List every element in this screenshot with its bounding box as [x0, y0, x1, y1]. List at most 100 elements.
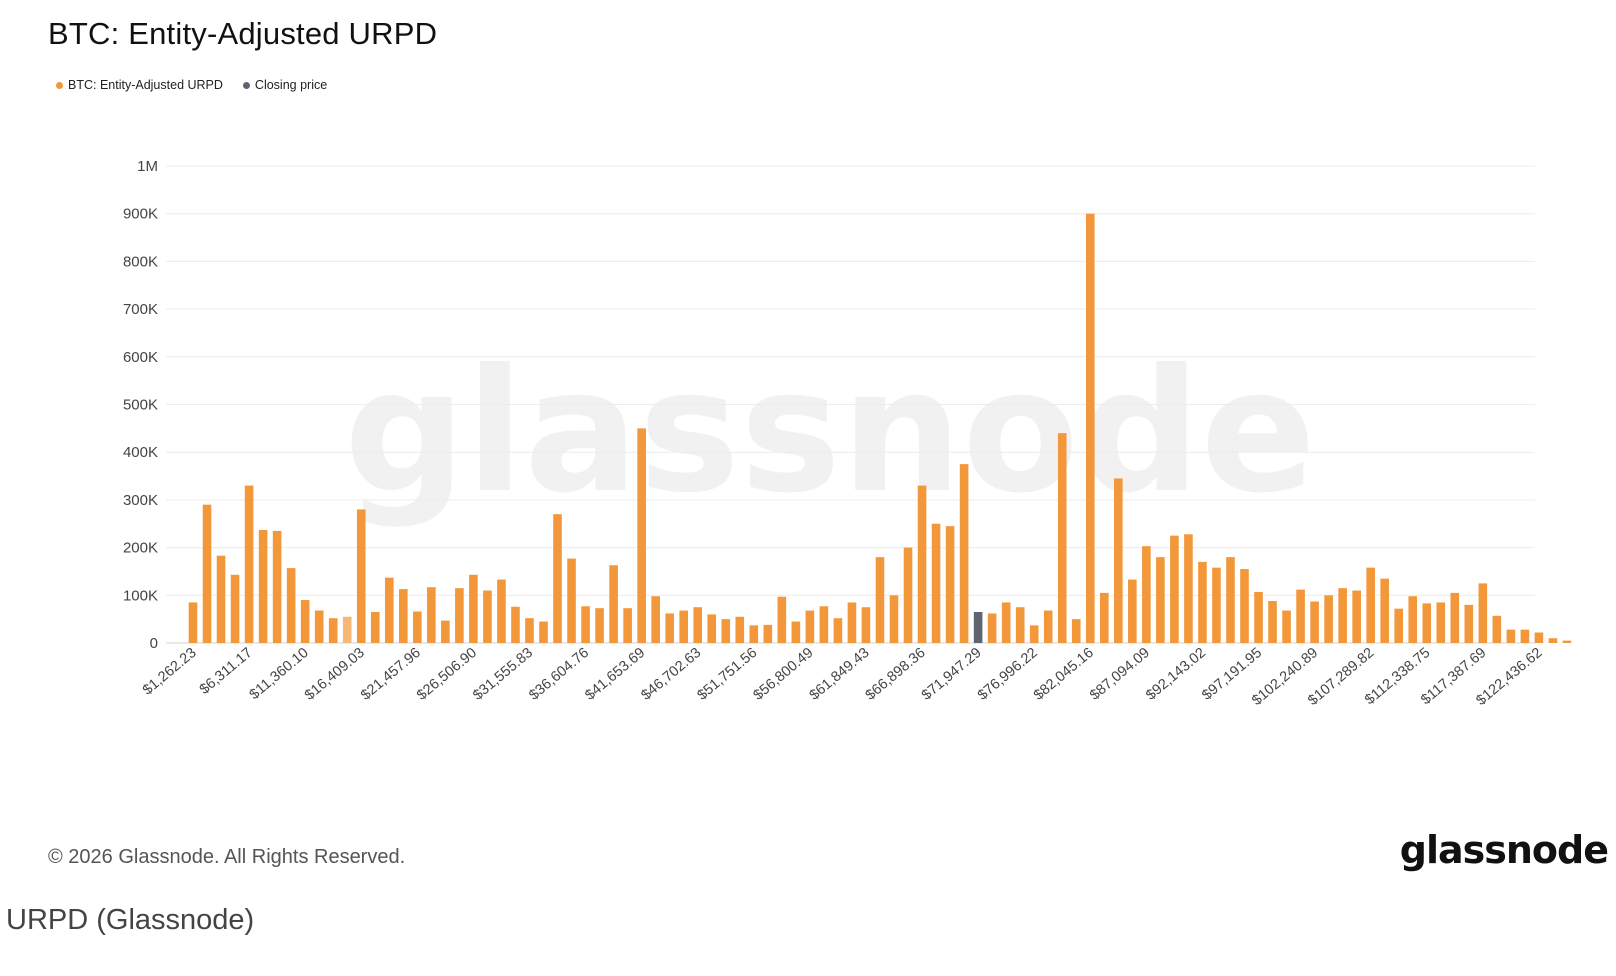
bar-highlight — [342, 616, 352, 643]
bar — [581, 606, 590, 643]
bar — [959, 464, 969, 644]
glassnode-logo[interactable]: glassnode — [1399, 828, 1609, 872]
bar — [987, 613, 997, 643]
x-tick-label: $1,262.23 — [140, 645, 200, 699]
x-tick-label: $51,751.56 — [694, 645, 760, 704]
bar — [384, 577, 394, 643]
bar — [1492, 615, 1502, 643]
bar — [483, 590, 492, 643]
x-tick-label: $87,094.09 — [1087, 645, 1153, 704]
y-tick-label: 100K — [123, 587, 158, 604]
x-axis-ticks: $1,262.23$6,311.17$11,360.10$16,409.03$2… — [140, 645, 1546, 709]
x-tick-label: $56,800.49 — [751, 645, 817, 704]
x-tick-label: $66,898.36 — [863, 645, 929, 704]
x-tick-label: $31,555.83 — [470, 645, 536, 704]
bar — [777, 596, 787, 643]
bar — [511, 606, 520, 643]
bar — [1226, 557, 1235, 643]
bar — [1029, 625, 1039, 643]
bar — [1548, 638, 1558, 643]
bar — [216, 555, 226, 643]
bar — [258, 529, 268, 643]
legend-item-urpd[interactable]: BTC: Entity-Adjusted URPD — [56, 78, 223, 92]
bar — [707, 614, 717, 643]
bar — [539, 621, 548, 643]
bar — [272, 530, 282, 643]
y-tick-label: 900K — [123, 206, 158, 223]
x-tick-label: $46,702.63 — [638, 645, 704, 704]
bar — [1450, 592, 1460, 643]
bar — [1100, 592, 1109, 643]
bar — [1408, 596, 1418, 643]
bar — [1212, 567, 1221, 643]
bar — [749, 625, 759, 643]
bar — [1352, 590, 1361, 643]
y-tick-label: 800K — [123, 253, 158, 270]
bar — [1043, 610, 1053, 643]
bar — [1506, 629, 1516, 643]
bar — [356, 509, 366, 643]
watermark: glassnode — [344, 333, 1316, 531]
bar — [931, 523, 941, 643]
figure-caption: URPD (Glassnode) — [6, 904, 255, 936]
bar — [1338, 588, 1347, 643]
y-tick-label: 700K — [123, 301, 158, 318]
bar — [1464, 604, 1474, 643]
y-tick-label: 200K — [123, 540, 158, 557]
bar — [735, 616, 745, 643]
bar — [903, 547, 913, 643]
y-tick-label: 600K — [123, 349, 158, 366]
bar — [1156, 557, 1165, 643]
bar — [427, 587, 436, 643]
bar — [1057, 433, 1067, 643]
x-tick-label: $82,045.16 — [1031, 645, 1097, 704]
urpd-bar-chart: glassnode 0 100K 200K 300K 400K 500K 600K 700K 8… — [123, 158, 1572, 709]
bar — [1366, 567, 1375, 643]
bar — [1114, 478, 1123, 643]
bar — [413, 611, 422, 643]
bar — [370, 612, 380, 643]
bar — [945, 526, 955, 643]
bar — [244, 485, 254, 643]
bar — [1254, 591, 1263, 643]
bar — [1296, 589, 1305, 643]
bar — [791, 621, 801, 643]
x-tick-label: $11,360.10 — [247, 645, 312, 703]
bar — [651, 596, 660, 643]
bar — [623, 608, 632, 643]
chart-title: BTC: Entity-Adjusted URPD — [48, 16, 438, 51]
bar — [763, 624, 773, 643]
bar — [1380, 578, 1389, 643]
x-tick-label: $36,604.76 — [526, 645, 592, 704]
bar — [328, 618, 338, 643]
bar — [1198, 561, 1207, 643]
bar — [1015, 607, 1025, 643]
bar — [805, 610, 815, 643]
bar — [497, 579, 506, 643]
bar — [1240, 569, 1249, 643]
bar — [553, 514, 562, 643]
bar — [917, 485, 927, 643]
bar-highlight — [973, 612, 983, 643]
bar — [1436, 602, 1446, 643]
bar — [455, 588, 464, 643]
bar — [637, 428, 646, 643]
legend-dot-closing-price — [242, 81, 250, 89]
x-tick-label: $16,409.03 — [302, 645, 368, 704]
bar — [819, 606, 829, 643]
bar — [1562, 640, 1572, 643]
bar — [721, 619, 731, 643]
bar — [1268, 601, 1277, 643]
legend-item-closing-price[interactable]: Closing price — [242, 78, 327, 92]
y-tick-label: 300K — [123, 492, 158, 509]
legend-dot-urpd — [56, 81, 63, 89]
bar — [314, 610, 324, 643]
x-tick-label: $61,849.43 — [807, 645, 873, 704]
bar — [1085, 213, 1095, 643]
bar — [441, 620, 450, 643]
y-axis-ticks: 0 100K 200K 300K 400K 500K 600K 700K 800K 900K 1M — [123, 158, 158, 652]
x-tick-label: $26,506.90 — [414, 645, 480, 704]
chart-legend: BTC: Entity-Adjusted URPD Closing price — [56, 78, 327, 92]
bar — [469, 574, 478, 643]
bar — [1071, 619, 1081, 643]
